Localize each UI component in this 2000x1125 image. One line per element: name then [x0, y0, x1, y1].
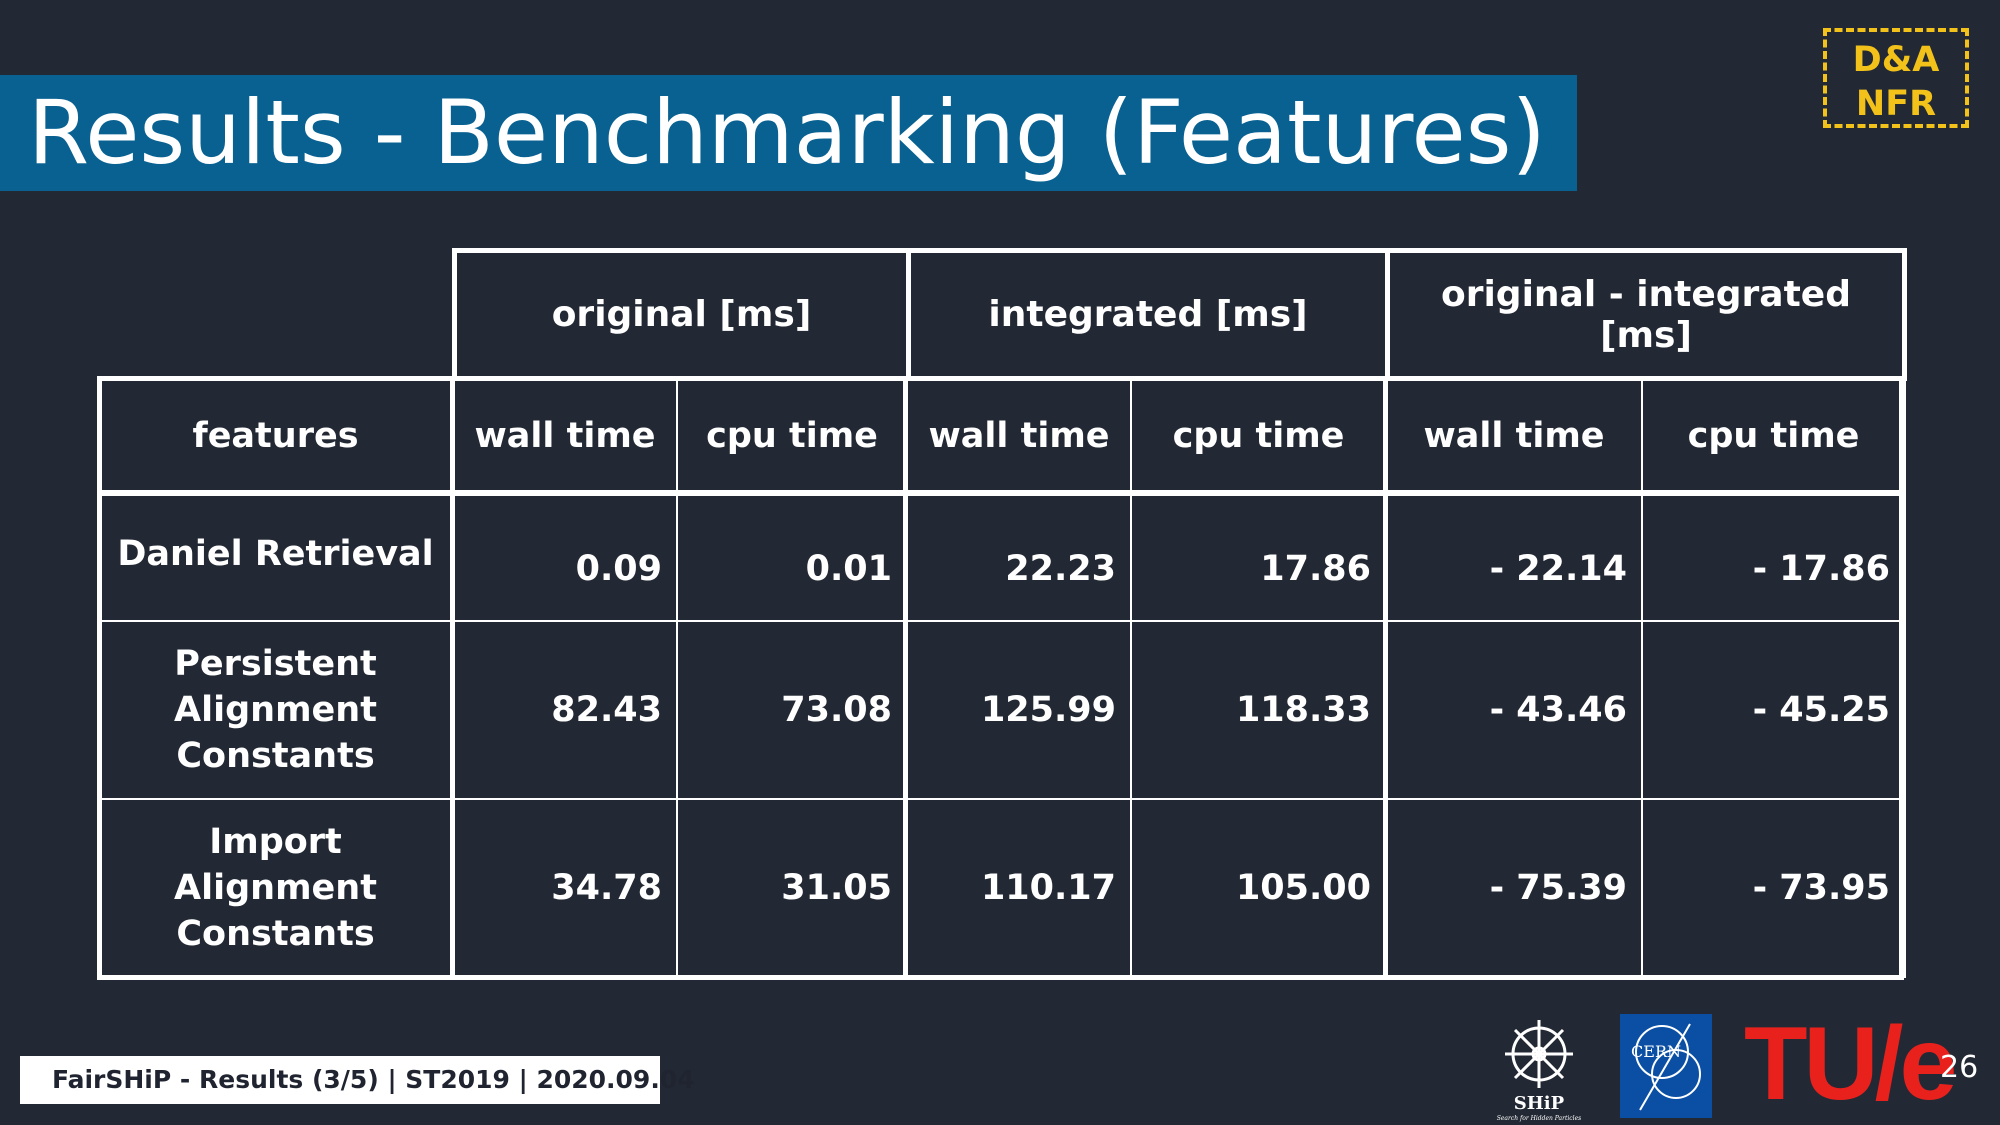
group-header-original: original [ms]	[452, 248, 911, 381]
feature-line: Import	[209, 822, 342, 862]
feature-cell: Persistent Alignment Constants	[97, 620, 454, 800]
value-cell: 82.43	[452, 620, 678, 800]
tag-line-1: D&A	[1852, 40, 1940, 80]
column-header-features: features	[97, 376, 454, 496]
value-cell: - 75.39	[1385, 798, 1643, 978]
column-header-difference-cpu: cpu time	[1641, 376, 1906, 496]
ship-logo-text: SHiP	[1514, 1093, 1565, 1114]
page-number: 26	[1940, 1050, 1979, 1085]
value-cell: 34.78	[452, 798, 678, 978]
table-row: Persistent Alignment Constants 82.43 73.…	[97, 620, 1906, 800]
table-row: Import Alignment Constants 34.78 31.05 1…	[97, 798, 1906, 978]
value-cell: 17.86	[1130, 494, 1387, 622]
value-cell: - 45.25	[1641, 620, 1906, 800]
group-divider	[450, 376, 455, 980]
tue-logo: TU/e	[1744, 1006, 1957, 1122]
feature-line: Constants	[176, 736, 375, 776]
column-header-integrated-cpu: cpu time	[1130, 376, 1387, 496]
value-cell: - 17.86	[1641, 494, 1906, 622]
header-divider	[97, 490, 1904, 495]
feature-cell: Import Alignment Constants	[97, 798, 454, 978]
cern-logo-text: CERN	[1631, 1042, 1681, 1061]
tag-line-2: NFR	[1855, 84, 1937, 124]
value-cell: 73.08	[676, 620, 908, 800]
column-header-integrated-wall: wall time	[906, 376, 1132, 496]
value-cell: 0.01	[676, 494, 908, 622]
ship-logo-subtitle: Search for Hidden Particles	[1497, 1115, 1581, 1122]
feature-cell: Daniel Retrieval	[97, 494, 454, 622]
value-cell: 0.09	[452, 494, 678, 622]
footer-label: FairSHiP - Results (3/5) | ST2019 | 2020…	[20, 1056, 695, 1104]
value-cell: 105.00	[1130, 798, 1387, 978]
value-cell: - 22.14	[1385, 494, 1643, 622]
value-cell: - 43.46	[1385, 620, 1643, 800]
value-cell: - 73.95	[1641, 798, 1906, 978]
column-header-row: features wall time cpu time wall time cp…	[97, 376, 1906, 496]
value-cell: 110.17	[906, 798, 1132, 978]
column-header-original-cpu: cpu time	[676, 376, 908, 496]
column-header-original-wall: wall time	[452, 376, 678, 496]
title-band: Results - Benchmarking (Features)	[0, 75, 1577, 191]
feature-line: Alignment	[174, 868, 377, 908]
value-cell: 31.05	[676, 798, 908, 978]
slide-title: Results - Benchmarking (Features)	[28, 81, 1546, 184]
group-divider	[903, 376, 908, 980]
group-header-difference: original - integrated [ms]	[1385, 248, 1907, 381]
tag-badge: D&A NFR	[1823, 28, 1969, 128]
value-cell: 118.33	[1130, 620, 1387, 800]
feature-line: Constants	[176, 914, 375, 954]
feature-line: Persistent	[174, 644, 377, 684]
cern-logo: CERN	[1620, 1014, 1712, 1118]
group-header-integrated: integrated [ms]	[906, 248, 1390, 381]
value-cell: 125.99	[906, 620, 1132, 800]
group-divider	[1383, 376, 1388, 980]
benchmark-table: features wall time cpu time wall time cp…	[97, 376, 1906, 978]
feature-line: Alignment	[174, 690, 377, 730]
table-row: Daniel Retrieval 0.09 0.01 22.23 17.86 -…	[97, 494, 1906, 622]
column-header-difference-wall: wall time	[1385, 376, 1643, 496]
group-header-table: original [ms] integrated [ms] original -…	[452, 248, 1907, 381]
ship-logo: SHiP Search for Hidden Particles	[1497, 1020, 1581, 1122]
value-cell: 22.23	[906, 494, 1132, 622]
